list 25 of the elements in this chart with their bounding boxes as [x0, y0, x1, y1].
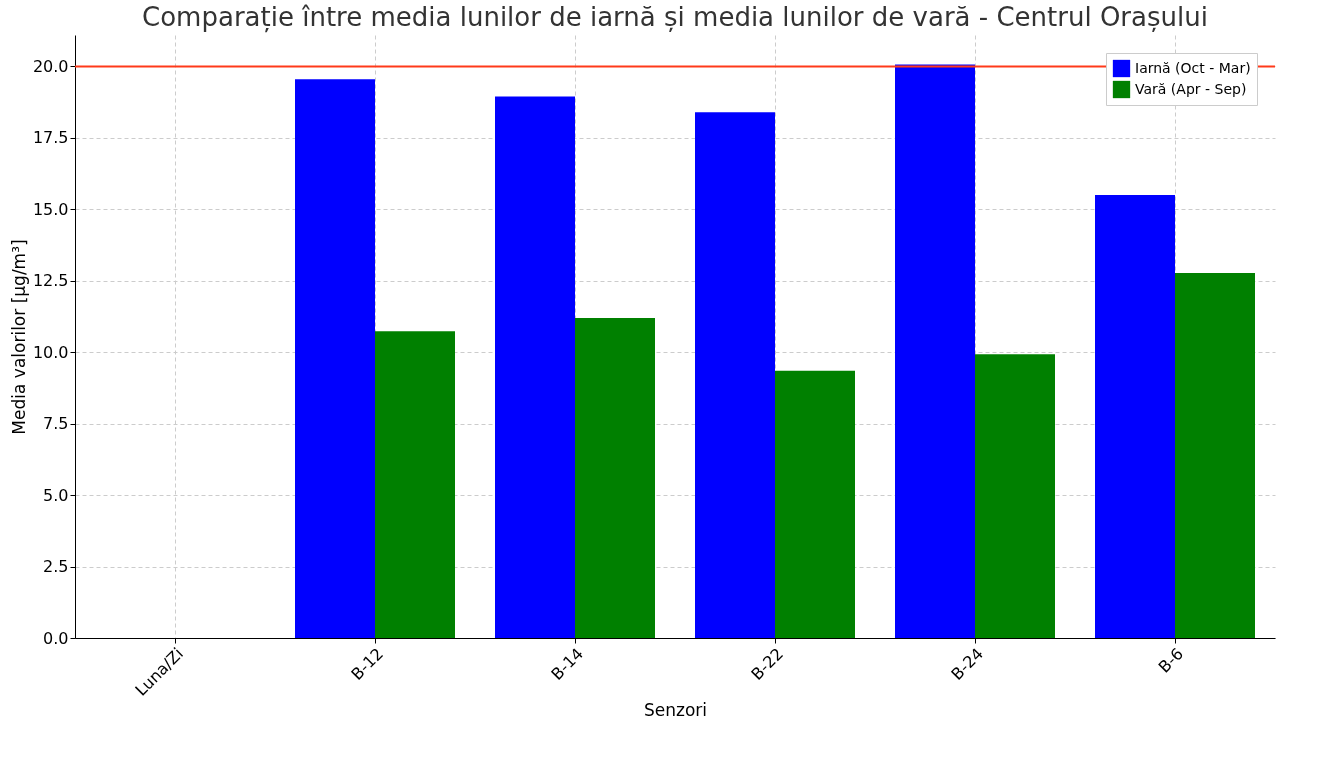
y-tick-label: 5.0	[43, 485, 69, 505]
y-tick-label: 20.0	[32, 56, 69, 76]
chart-title: Comparație între media lunilor de iarnă și media lunilor de vară - Centrul Orașului	[142, 2, 1208, 33]
y-tick-label: 2.5	[43, 557, 69, 577]
bar	[575, 317, 655, 638]
y-tick-label: 0.0	[43, 628, 69, 648]
bar	[895, 64, 975, 638]
x-tick-label: B-6	[1154, 644, 1188, 677]
bar	[495, 96, 575, 638]
legend-label: Iarnă (Oct - Mar)	[1135, 59, 1251, 76]
bar	[295, 79, 375, 638]
bar	[1175, 273, 1255, 638]
bar	[775, 370, 855, 638]
bar	[1095, 195, 1175, 638]
y-tick-label: 7.5	[43, 414, 69, 434]
legend-label: Vară (Apr - Sep)	[1135, 80, 1247, 97]
y-tick-label: 10.0	[32, 342, 69, 362]
y-tick-label: 15.0	[32, 199, 69, 219]
y-tick-label: 12.5	[32, 271, 69, 291]
y-tick-label: 17.5	[32, 128, 69, 148]
bar	[695, 112, 775, 638]
bar	[975, 354, 1055, 638]
x-axis-title: Senzori	[643, 699, 708, 720]
y-axis-title: Media valorilor [µg/m³]	[8, 239, 29, 435]
bar	[375, 331, 455, 638]
